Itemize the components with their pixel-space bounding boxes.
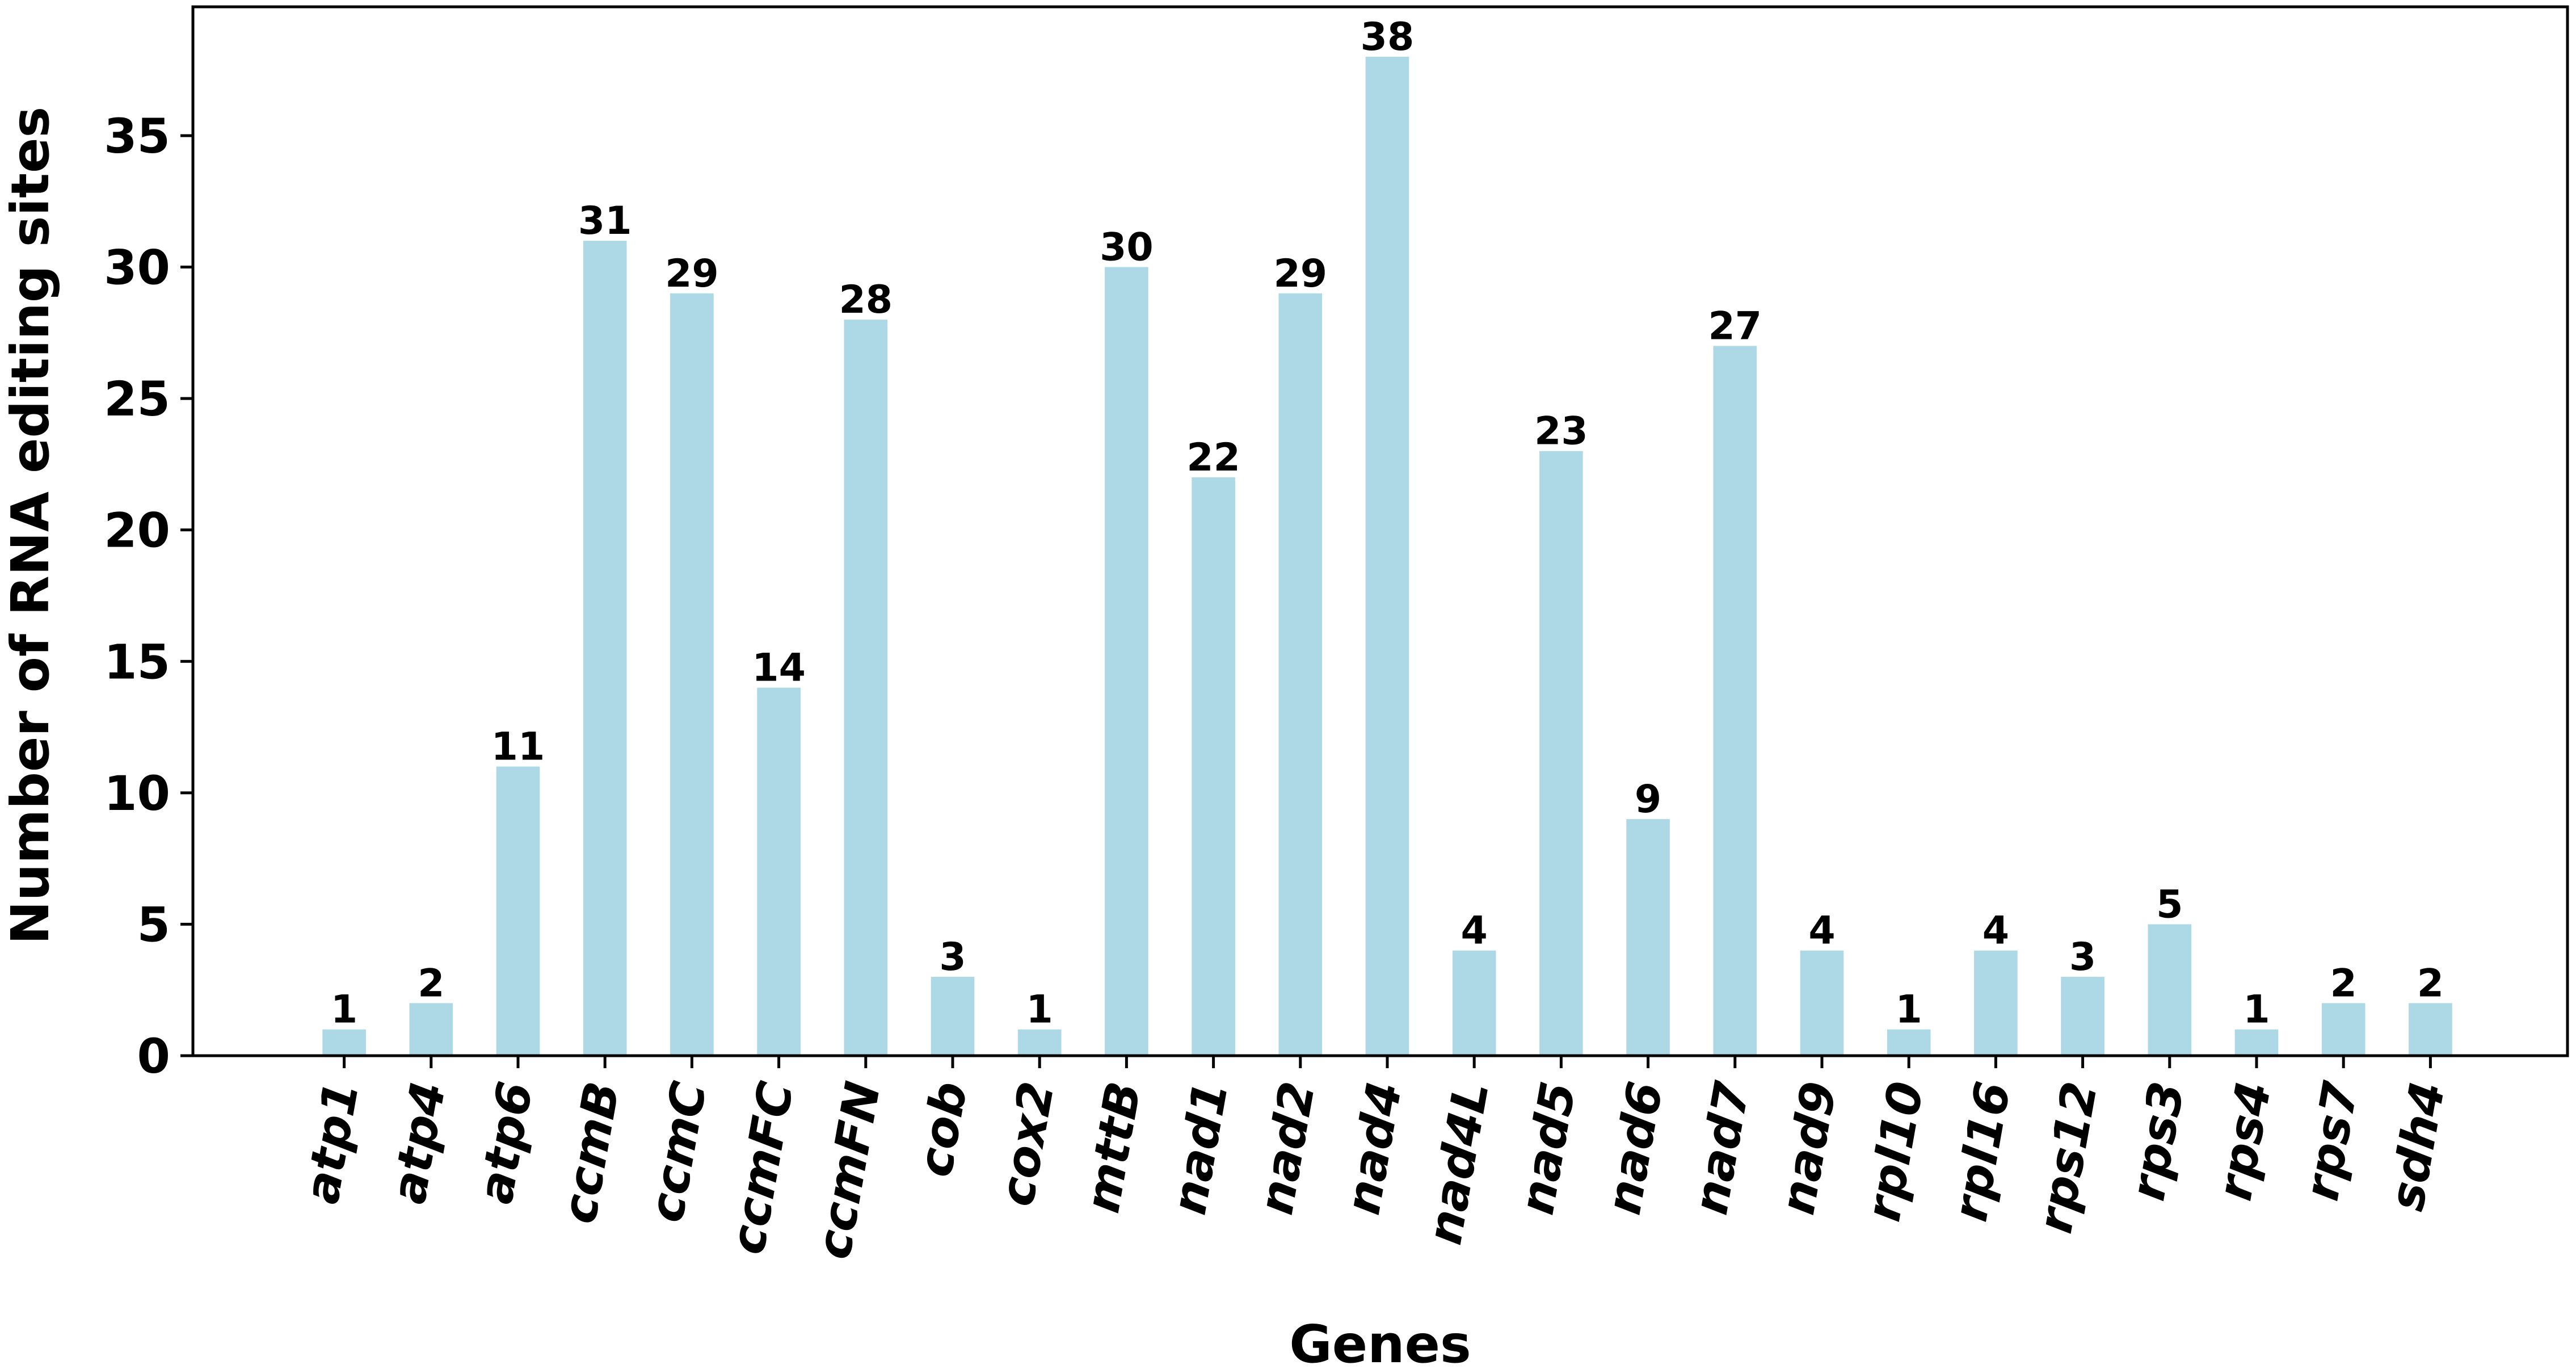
bar-value-label-rps3: 5 <box>2156 882 2183 927</box>
x-tick-label-ccmFC: ccmFC <box>719 1077 805 1258</box>
x-tick-label-rps7: rps7 <box>2293 1077 2369 1204</box>
bar-value-label-rps7: 2 <box>2330 961 2357 1006</box>
bar-ccmFN <box>844 320 888 1056</box>
bar-value-label-nad4L: 4 <box>1461 909 1488 954</box>
bar-value-label-cob: 3 <box>939 935 966 980</box>
bar-value-label-ccmFC: 14 <box>752 646 806 691</box>
bar-atp6 <box>496 766 540 1056</box>
x-tick-label-rpl10: rpl10 <box>1855 1077 1934 1225</box>
bar-mttB <box>1105 267 1148 1056</box>
bar-nad5 <box>1539 451 1583 1056</box>
bar-value-label-rpl16: 4 <box>1982 909 2009 954</box>
bar-nad1 <box>1192 477 1235 1056</box>
bar-value-label-nad4: 38 <box>1361 15 1415 60</box>
x-tick-label-nad1: nad1 <box>1161 1077 1239 1219</box>
bar-value-label-nad7: 27 <box>1708 304 1762 348</box>
bar-ccmFC <box>757 687 801 1056</box>
bar-nad4L <box>1452 950 1496 1056</box>
bar-rpl10 <box>1887 1029 1931 1056</box>
bar-value-label-ccmB: 31 <box>578 199 632 243</box>
y-tick-label-5: 5 <box>137 897 170 952</box>
x-tick-label-rpl16: rpl16 <box>1942 1077 2021 1225</box>
bar-value-label-mttB: 30 <box>1100 225 1154 270</box>
x-tick-label-nad9: nad9 <box>1769 1077 1847 1219</box>
x-tick-label-cob: cob <box>907 1077 978 1181</box>
bar-nad9 <box>1800 950 1844 1056</box>
bar-rpl16 <box>1974 950 2018 1056</box>
y-tick-label-0: 0 <box>137 1028 170 1084</box>
bar-value-label-rps4: 1 <box>2243 988 2270 1032</box>
x-tick-label-rps12: rps12 <box>2027 1077 2108 1237</box>
bar-value-label-atp6: 11 <box>491 725 545 770</box>
bar-value-label-cox2: 1 <box>1026 988 1053 1032</box>
bar-value-label-atp1: 1 <box>331 988 357 1032</box>
bar-ccmC <box>670 293 714 1056</box>
bar-cob <box>931 977 975 1056</box>
bar-value-label-ccmC: 29 <box>665 251 719 296</box>
bar-value-label-nad9: 4 <box>1808 909 1835 954</box>
x-tick-label-nad4L: nad4L <box>1416 1077 1500 1248</box>
bar-value-label-atp4: 2 <box>418 961 444 1006</box>
x-tick-label-nad5: nad5 <box>1509 1077 1586 1219</box>
bar-sdh4 <box>2409 1003 2452 1056</box>
bar-value-label-ccmFN: 28 <box>839 278 893 322</box>
x-tick-label-sdh4: sdh4 <box>2379 1077 2456 1215</box>
bar-cox2 <box>1017 1029 1062 1056</box>
bars-group <box>322 57 2452 1056</box>
x-tick-label-rps3: rps3 <box>2120 1077 2195 1204</box>
x-tick-label-atp4: atp4 <box>381 1077 457 1207</box>
bar-rps12 <box>2061 977 2104 1056</box>
x-tick-label-rps4: rps4 <box>2207 1077 2282 1204</box>
y-tick-label-20: 20 <box>104 503 170 558</box>
bar-value-label-rps12: 3 <box>2069 935 2096 980</box>
x-tick-label-ccmFN: ccmFN <box>805 1077 891 1263</box>
x-tick-label-cox2: cox2 <box>988 1077 1065 1210</box>
x-tick-label-ccmB: ccmB <box>551 1077 630 1227</box>
x-ticks-group: atp1 atp4 atp6 ccmB ccmC ccmFC ccmFN cob cox2 mtt… <box>293 1056 2456 1263</box>
x-tick-label-atp6: atp6 <box>468 1077 544 1207</box>
y-axis-title: Number of RNA editing sites <box>0 107 61 944</box>
x-tick-label-nad6: nad6 <box>1596 1077 1673 1219</box>
bar-rps4 <box>2234 1029 2279 1056</box>
bar-nad6 <box>1626 819 1670 1056</box>
bar-nad7 <box>1713 346 1757 1056</box>
bar-atp4 <box>409 1003 453 1056</box>
x-axis-title: Genes <box>1289 1314 1471 1369</box>
x-tick-label-nad4: nad4 <box>1335 1077 1412 1219</box>
x-tick-label-nad2: nad2 <box>1248 1077 1325 1219</box>
bar-value-label-nad5: 23 <box>1534 409 1588 454</box>
y-tick-label-35: 35 <box>104 108 170 164</box>
bar-value-label-nad1: 22 <box>1186 435 1240 480</box>
bar-nad4 <box>1365 57 1409 1056</box>
y-tick-label-15: 15 <box>104 634 170 690</box>
bar-value-label-nad6: 9 <box>1635 777 1661 822</box>
x-tick-label-atp1: atp1 <box>293 1077 369 1207</box>
x-tick-label-ccmC: ccmC <box>638 1077 717 1226</box>
bar-atp1 <box>322 1029 366 1056</box>
bar-value-label-rpl10: 1 <box>1896 988 1922 1032</box>
y-tick-label-25: 25 <box>104 371 170 427</box>
bar-ccmB <box>583 241 627 1056</box>
bar-rps3 <box>2148 924 2192 1056</box>
bar-rps7 <box>2321 1003 2365 1056</box>
y-tick-label-10: 10 <box>104 766 170 821</box>
bar-nad2 <box>1278 293 1323 1056</box>
y-ticks-group: 0 5 10 15 20 25 30 35 <box>104 108 193 1084</box>
y-tick-label-30: 30 <box>104 240 170 296</box>
x-tick-label-mttB: mttB <box>1074 1077 1152 1216</box>
bar-value-label-nad2: 29 <box>1273 251 1327 296</box>
bar-value-label-sdh4: 2 <box>2417 961 2444 1006</box>
x-tick-label-nad7: nad7 <box>1682 1077 1760 1219</box>
